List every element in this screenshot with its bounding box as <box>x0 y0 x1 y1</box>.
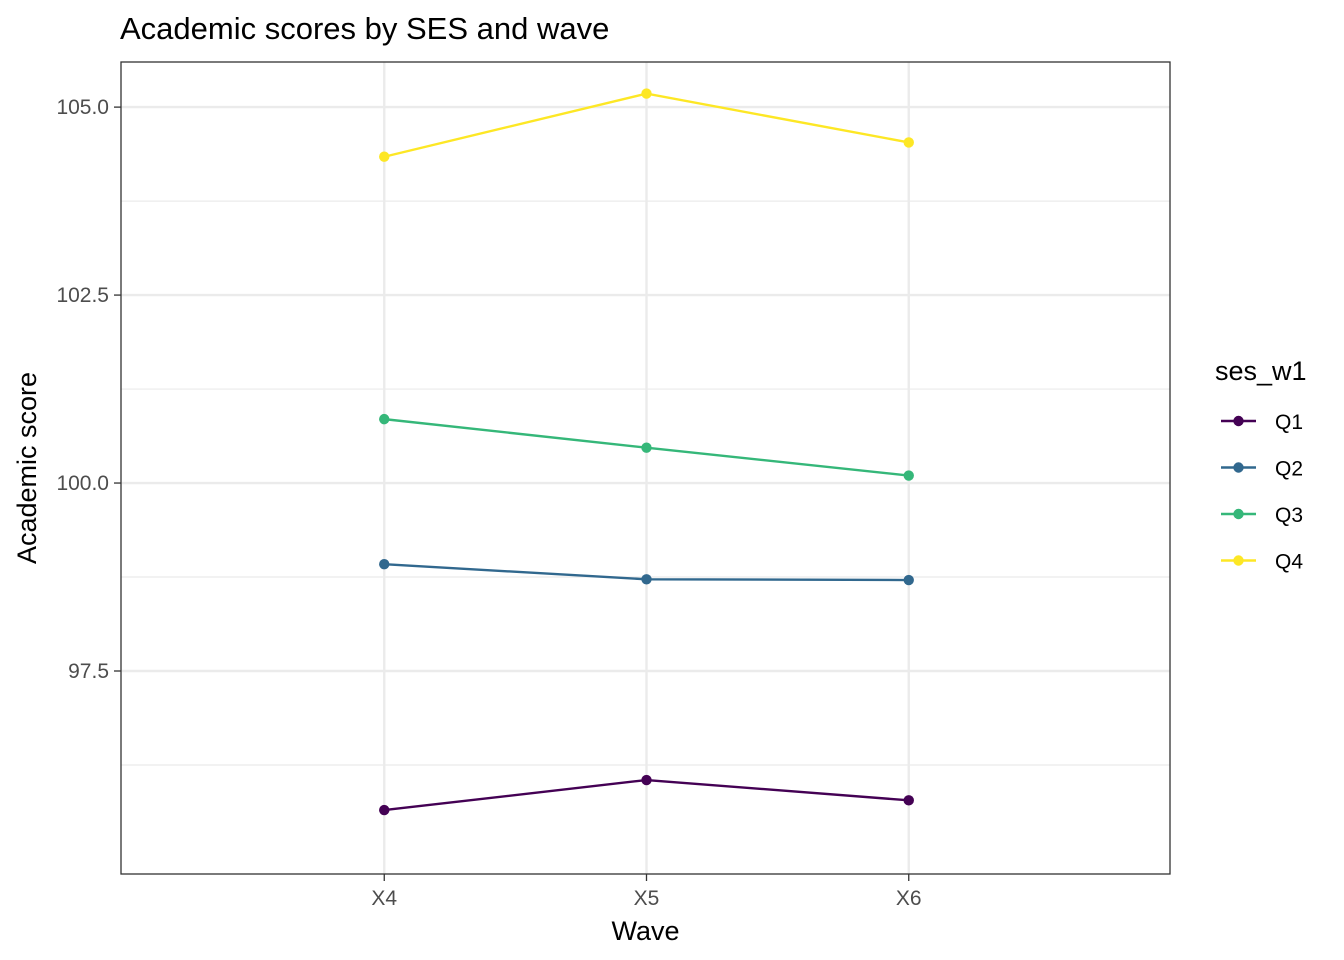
x-axis-title: Wave <box>611 916 679 946</box>
axes: 97.5 100.0 102.5 105.0 X4 X5 X6 <box>56 96 921 910</box>
data-point-q4 <box>379 151 390 162</box>
legend-item-q1: Q1 <box>1221 411 1303 434</box>
x-tick-label: X5 <box>634 887 660 910</box>
legend: ses_w1 Q1 Q2 Q3 Q4 <box>1215 356 1307 574</box>
legend-label: Q4 <box>1275 551 1303 574</box>
x-tick-label: X6 <box>896 887 922 910</box>
grid-lines <box>121 62 1170 874</box>
data-point-q2 <box>379 559 390 570</box>
data-point-q3 <box>379 413 390 425</box>
legend-label: Q2 <box>1275 458 1303 481</box>
legend-key-point <box>1233 462 1244 473</box>
legend-key-point <box>1233 415 1244 427</box>
data-point-q4 <box>903 137 914 148</box>
data-point-q1 <box>641 774 652 786</box>
legend-item-q4: Q4 <box>1221 551 1303 574</box>
legend-key-point <box>1233 508 1244 520</box>
data-point-q2 <box>903 574 914 586</box>
y-axis-title: Academic score <box>12 372 42 564</box>
legend-title: ses_w1 <box>1215 356 1307 386</box>
x-tick-label: X4 <box>371 887 397 910</box>
data-point-q4 <box>641 88 652 99</box>
legend-label: Q1 <box>1275 411 1303 434</box>
legend-key-point <box>1233 555 1244 566</box>
y-tick-label: 102.5 <box>56 284 109 307</box>
legend-label: Q3 <box>1275 504 1303 527</box>
legend-item-q2: Q2 <box>1221 458 1303 481</box>
y-tick-label: 100.0 <box>56 472 109 495</box>
data-point-q3 <box>903 470 914 481</box>
legend-item-q3: Q3 <box>1221 504 1303 527</box>
data-point-q3 <box>641 442 652 453</box>
y-tick-label: 97.5 <box>68 660 109 683</box>
series-lines <box>379 88 914 816</box>
data-point-q1 <box>379 804 390 816</box>
plot-border <box>120 61 1171 875</box>
y-tick-label: 105.0 <box>56 96 109 119</box>
data-point-q1 <box>903 795 914 806</box>
chart-title: Academic scores by SES and wave <box>120 11 609 46</box>
data-point-q2 <box>641 574 652 585</box>
